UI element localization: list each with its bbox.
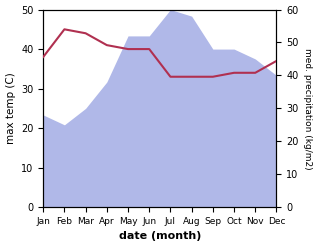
- X-axis label: date (month): date (month): [119, 231, 201, 242]
- Y-axis label: med. precipitation (kg/m2): med. precipitation (kg/m2): [303, 48, 313, 169]
- Y-axis label: max temp (C): max temp (C): [5, 72, 16, 144]
